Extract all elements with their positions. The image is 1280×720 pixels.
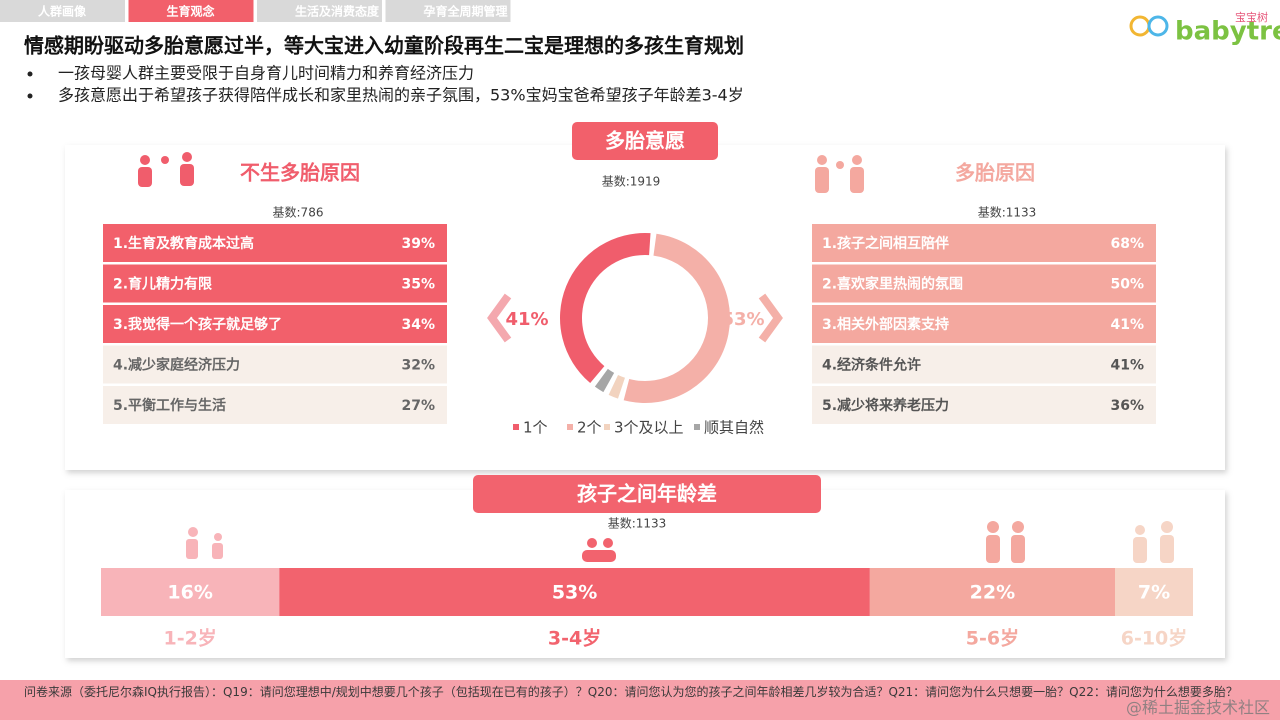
row-value: 50% xyxy=(1110,277,1144,293)
icon xyxy=(1133,521,1174,563)
category-label: 6-10岁 xyxy=(1121,627,1188,650)
row-label: 3.相关外部因素支持 xyxy=(822,316,949,333)
section-pill xyxy=(572,122,718,160)
value-label: 22% xyxy=(970,582,1015,604)
tab-label[interactable]: 人群画像 xyxy=(38,4,87,19)
row-label: 1.孩子之间相互陪伴 xyxy=(822,235,949,252)
row-label: 1.生育及教育成本过高 xyxy=(113,235,254,252)
base-note: 基数:1919 xyxy=(602,174,661,189)
bullet-dot xyxy=(27,93,33,99)
section-pill xyxy=(473,475,821,513)
row xyxy=(103,224,447,262)
row xyxy=(812,386,1156,424)
row xyxy=(812,345,1156,384)
tab[interactable] xyxy=(257,0,382,22)
row xyxy=(103,386,447,424)
bar-segment xyxy=(279,568,870,616)
logo-icon xyxy=(1147,15,1169,37)
row-label: 3.我觉得一个孩子就足够了 xyxy=(113,316,282,333)
row-value: 41% xyxy=(1110,358,1144,374)
legend-label: 2个 xyxy=(577,419,602,437)
bullet-dot xyxy=(27,71,33,77)
watermark: @稀土掘金技术社区 xyxy=(1125,698,1270,717)
footer: 问卷来源（委托尼尔森IQ执行报告）：Q19：请问您理想中/规划中想要几个孩子（包… xyxy=(0,680,1280,720)
legend-label: 1个 xyxy=(523,419,548,437)
icon xyxy=(582,538,616,562)
panel-title: 不生多胎原因 xyxy=(240,161,360,185)
row xyxy=(812,264,1156,303)
legend-swatch xyxy=(604,424,610,430)
donut-segment xyxy=(594,368,615,393)
row-value: 39% xyxy=(401,236,435,252)
row-value: 36% xyxy=(1110,398,1144,414)
base-note: 基数:786 xyxy=(273,205,324,220)
icon xyxy=(138,152,194,187)
category-label: 1-2岁 xyxy=(163,627,216,650)
row-label: 4.减少家庭经济压力 xyxy=(113,357,240,374)
row-value: 68% xyxy=(1110,236,1144,252)
bullet: 多孩意愿出于希望孩子获得陪伴成长和家里热闹的亲子氛围，53%宝妈宝爸希望孩子年龄… xyxy=(58,86,744,105)
logo-icon xyxy=(1129,15,1151,37)
row xyxy=(103,264,447,303)
logo-cn: 宝宝树 xyxy=(1235,10,1268,24)
donut-segment xyxy=(623,233,731,403)
row-label: 2.育儿精力有限 xyxy=(113,276,212,293)
row xyxy=(103,305,447,343)
base-note: 基数:1133 xyxy=(978,205,1037,220)
row-value: 41% xyxy=(1110,317,1144,333)
legend-swatch xyxy=(694,424,700,430)
legend-swatch xyxy=(513,424,519,430)
bar-segment xyxy=(869,568,1115,616)
section-title: 孩子之间年龄差 xyxy=(577,482,717,506)
tab-label[interactable]: 生活及消费态度 xyxy=(295,4,380,19)
legend-label: 3个及以上 xyxy=(614,419,684,437)
icon xyxy=(186,527,223,559)
chevron xyxy=(758,293,783,343)
slide-canvas: 情感期盼驱动多胎意愿过半，等大宝进入幼童阶段再生二宝是理想的多孩生育规划 一孩母… xyxy=(0,0,1280,658)
logo: babytree xyxy=(1175,17,1280,47)
panel-title: 多胎原因 xyxy=(955,161,1035,185)
value-label: 53% xyxy=(552,582,597,604)
bar-segment xyxy=(101,568,280,616)
chevron xyxy=(487,293,512,343)
value-label: 41% xyxy=(505,309,548,330)
row-value: 27% xyxy=(401,398,435,414)
category-label: 3-4岁 xyxy=(548,627,601,650)
row xyxy=(103,345,447,384)
section-title: 多胎意愿 xyxy=(605,129,685,153)
value-label: 7% xyxy=(1138,582,1170,604)
tab-label[interactable]: 生育观念 xyxy=(167,4,215,19)
donut-segment xyxy=(608,374,625,399)
value-label: 53% xyxy=(721,309,764,330)
icon xyxy=(815,155,864,193)
value-label: 16% xyxy=(167,582,212,604)
title: 情感期盼驱动多胎意愿过半，等大宝进入幼童阶段再生二宝是理想的多孩生育规划 xyxy=(24,34,744,58)
tab[interactable] xyxy=(0,0,125,22)
tab[interactable] xyxy=(128,0,254,22)
base-note: 基数:1133 xyxy=(608,516,667,531)
tab[interactable] xyxy=(385,0,511,22)
row xyxy=(812,305,1156,343)
bar-segment xyxy=(1115,568,1193,616)
row-value: 34% xyxy=(401,317,435,333)
bullet: 一孩母婴人群主要受限于自身育儿时间精力和养育经济压力 xyxy=(58,64,474,83)
donut-segment xyxy=(560,233,651,383)
legend-swatch xyxy=(567,424,573,430)
row xyxy=(812,224,1156,262)
row-label: 5.平衡工作与生活 xyxy=(113,397,226,414)
row-value: 35% xyxy=(401,277,435,293)
icon xyxy=(986,521,1025,563)
row-label: 5.减少将来养老压力 xyxy=(822,397,949,414)
legend-label: 顺其自然 xyxy=(704,419,764,437)
row-label: 2.喜欢家里热闹的氛围 xyxy=(822,276,963,293)
row-label: 4.经济条件允许 xyxy=(822,357,921,374)
row-value: 32% xyxy=(401,358,435,374)
category-label: 5-6岁 xyxy=(966,627,1019,650)
tab-label[interactable]: 孕育全周期管理 xyxy=(424,4,508,19)
